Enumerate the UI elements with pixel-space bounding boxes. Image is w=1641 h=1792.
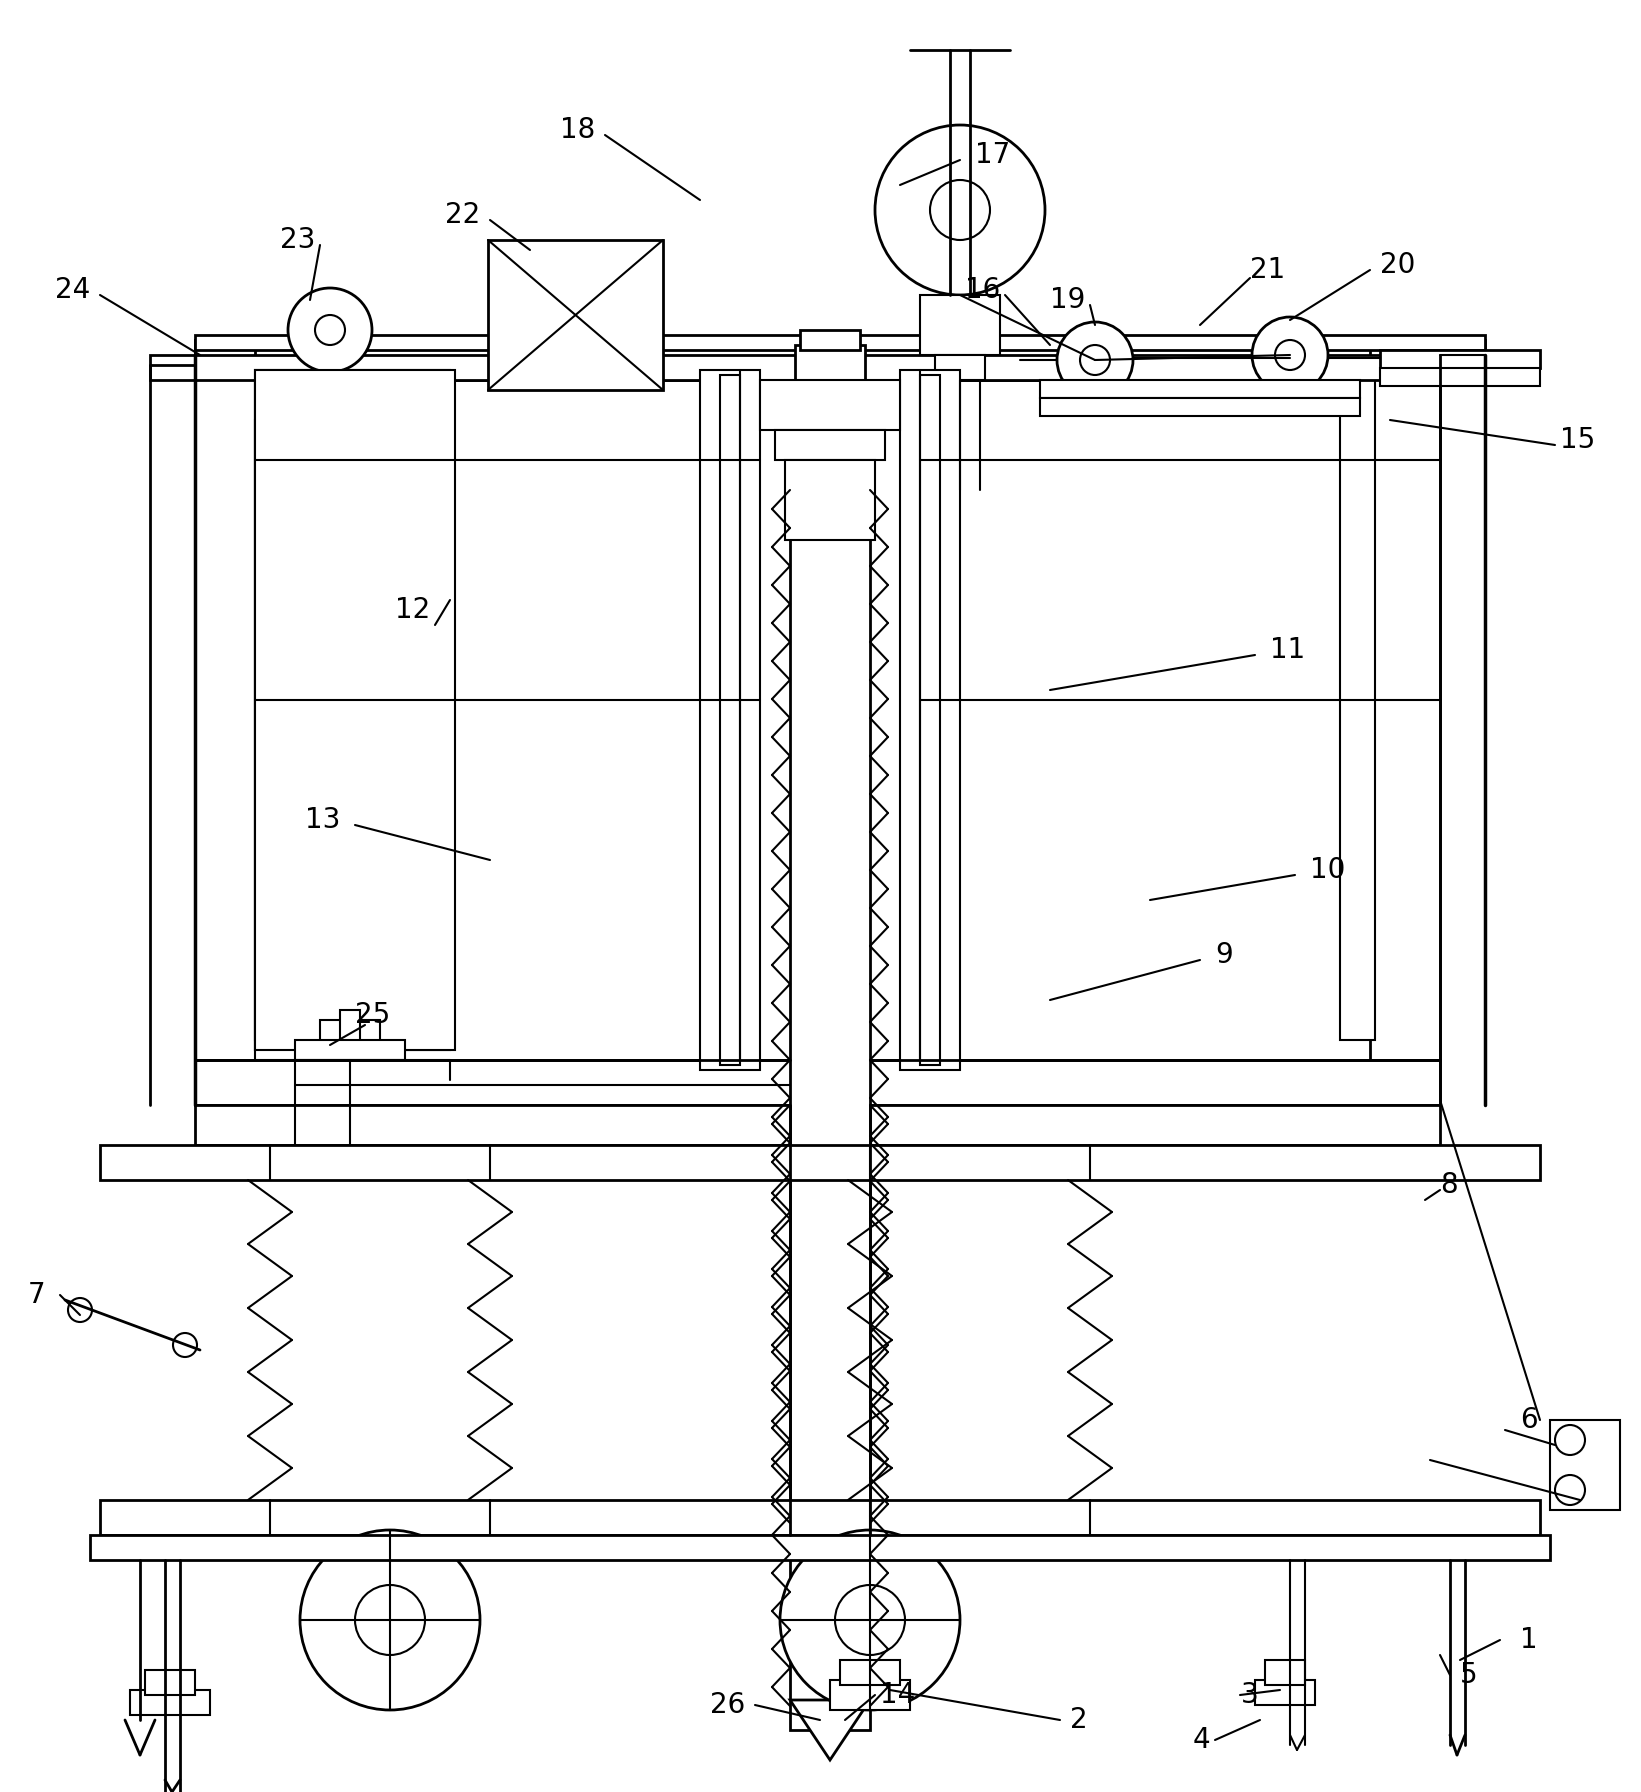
Bar <box>794 346 865 385</box>
Bar <box>935 355 985 380</box>
Bar <box>340 1011 359 1061</box>
Text: 2: 2 <box>1070 1706 1088 1735</box>
Bar <box>254 369 455 1050</box>
Bar <box>487 240 663 391</box>
Bar <box>789 380 870 1729</box>
Bar <box>320 1020 381 1050</box>
Bar <box>100 1500 1539 1536</box>
Text: 3: 3 <box>1241 1681 1259 1710</box>
Bar <box>1040 398 1360 416</box>
Circle shape <box>67 1297 92 1322</box>
Circle shape <box>1275 340 1305 369</box>
Text: 1: 1 <box>1520 1625 1538 1654</box>
Circle shape <box>779 1530 960 1710</box>
Text: 26: 26 <box>711 1692 745 1719</box>
Circle shape <box>1057 323 1132 398</box>
Text: 9: 9 <box>1214 941 1232 969</box>
Circle shape <box>172 1333 197 1357</box>
Bar <box>784 380 875 416</box>
Circle shape <box>1556 1475 1585 1505</box>
Circle shape <box>354 1584 425 1656</box>
Bar <box>899 369 960 1070</box>
Bar <box>830 1681 911 1710</box>
Bar <box>1265 1659 1305 1684</box>
Circle shape <box>835 1584 904 1656</box>
Bar <box>195 335 1485 349</box>
Bar <box>921 296 999 355</box>
Bar <box>295 1039 405 1061</box>
Circle shape <box>289 289 373 373</box>
Text: 23: 23 <box>279 226 315 254</box>
Bar <box>130 1690 210 1715</box>
Bar <box>701 369 760 1070</box>
Text: 6: 6 <box>1520 1407 1538 1434</box>
Text: 17: 17 <box>975 142 1011 168</box>
Text: 8: 8 <box>1441 1170 1457 1199</box>
Text: 24: 24 <box>54 276 90 305</box>
Bar <box>90 1536 1551 1561</box>
Bar <box>840 1659 899 1684</box>
Bar <box>801 330 860 349</box>
Bar <box>720 375 740 1064</box>
Circle shape <box>300 1530 481 1710</box>
Bar <box>775 430 884 461</box>
Bar <box>254 380 295 1039</box>
Text: 15: 15 <box>1561 426 1595 453</box>
Circle shape <box>1080 346 1109 375</box>
Bar <box>1370 340 1441 1061</box>
Text: 20: 20 <box>1380 251 1416 280</box>
Text: 11: 11 <box>1270 636 1305 665</box>
Text: 7: 7 <box>28 1281 44 1308</box>
Circle shape <box>875 125 1045 296</box>
Circle shape <box>930 179 990 240</box>
Bar <box>760 380 899 430</box>
Text: 16: 16 <box>965 276 999 305</box>
Bar <box>1380 367 1539 385</box>
Bar <box>195 1106 1441 1145</box>
Bar <box>1040 380 1360 398</box>
Bar <box>1341 380 1375 1039</box>
Bar <box>254 369 450 1050</box>
Bar <box>100 1145 1539 1179</box>
Text: 5: 5 <box>1460 1661 1477 1690</box>
Polygon shape <box>789 1701 870 1760</box>
Bar <box>195 340 254 1061</box>
Text: 18: 18 <box>560 116 596 143</box>
Bar <box>1551 1419 1620 1511</box>
Bar <box>254 419 315 1061</box>
Text: 19: 19 <box>1050 287 1085 314</box>
Bar <box>195 340 1485 380</box>
Text: 14: 14 <box>880 1681 916 1710</box>
Text: 22: 22 <box>445 201 481 229</box>
Text: 4: 4 <box>1193 1726 1209 1754</box>
Bar <box>1255 1681 1314 1704</box>
Bar <box>195 1061 1441 1106</box>
Text: 12: 12 <box>395 597 430 624</box>
Bar <box>144 1670 195 1695</box>
Circle shape <box>315 315 345 346</box>
Bar <box>921 375 940 1064</box>
Circle shape <box>1556 1425 1585 1455</box>
Text: 13: 13 <box>305 806 340 833</box>
Text: 10: 10 <box>1310 857 1346 883</box>
Bar <box>149 355 1500 380</box>
Bar <box>784 461 875 539</box>
Circle shape <box>1252 317 1328 392</box>
Bar <box>1380 349 1539 367</box>
Text: 21: 21 <box>1250 256 1285 283</box>
Text: 25: 25 <box>354 1002 391 1029</box>
